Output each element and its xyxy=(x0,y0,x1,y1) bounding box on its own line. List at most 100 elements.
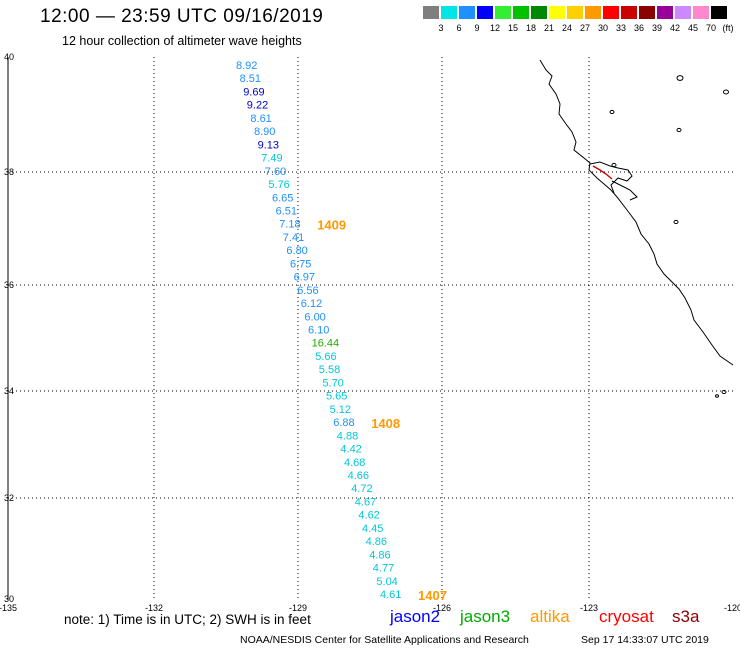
legend-swatch xyxy=(585,6,602,19)
legend-tick-label: 33 xyxy=(615,23,626,33)
wave-height-value: 5.12 xyxy=(330,404,351,416)
wave-height-value: 9.69 xyxy=(243,86,264,98)
wave-height-value: 7.18 xyxy=(279,219,300,231)
legend-tick-label: 24 xyxy=(561,23,572,33)
legend-tick-label: 70 xyxy=(705,23,716,33)
wave-height-value: 4.66 xyxy=(348,470,369,482)
credit-text: NOAA/NESDIS Center for Satellite Applica… xyxy=(240,634,529,646)
wave-height-value: 6.51 xyxy=(276,205,297,217)
satellite-label-jason3: jason3 xyxy=(460,607,511,626)
longitude-label: -132 xyxy=(145,603,163,613)
pass-time-label: 1407 xyxy=(418,588,447,603)
legend-tick-label: 27 xyxy=(579,23,590,33)
wave-height-value: 4.72 xyxy=(351,483,372,495)
longitude-label: -123 xyxy=(580,603,598,613)
legend-swatch xyxy=(711,6,728,19)
wave-height-value: 4.45 xyxy=(362,523,383,535)
legend-swatch xyxy=(477,6,494,19)
legend-swatch xyxy=(513,6,530,19)
satellite-label-jason2: jason2 xyxy=(390,607,441,626)
wave-height-value: 16.44 xyxy=(312,338,340,350)
longitude-label: -126 xyxy=(433,603,451,613)
coastline xyxy=(539,59,734,366)
map-title: 12:00 — 23:59 UTC 09/16/2019 xyxy=(40,6,324,27)
island-outline xyxy=(609,109,615,115)
wave-height-value: 6.00 xyxy=(304,311,325,323)
legend-swatch xyxy=(567,6,584,19)
legend-swatch xyxy=(531,6,548,19)
latitude-label: 36 xyxy=(4,280,14,290)
wave-height-value: 6.88 xyxy=(333,417,354,429)
wave-height-value: 6.75 xyxy=(290,258,311,270)
legend-tick-label: 3 xyxy=(438,23,444,33)
wave-height-value: 5.66 xyxy=(315,351,336,363)
coastline-highlight xyxy=(592,165,613,180)
legend-tick-label: 36 xyxy=(633,23,644,33)
legend-unit: (ft) xyxy=(722,23,734,33)
wave-height-value: 9.13 xyxy=(258,139,279,151)
latitude-label: 40 xyxy=(4,52,14,62)
satellite-label-cryosat: cryosat xyxy=(599,607,654,626)
island-outline xyxy=(723,89,729,95)
legend-swatch xyxy=(441,6,458,19)
legend-swatch xyxy=(639,6,656,19)
island-outline xyxy=(611,162,617,168)
wave-height-value: 6.80 xyxy=(286,245,307,257)
wave-height-value: 5.76 xyxy=(268,179,289,191)
map-subtitle: 12 hour collection of altimeter wave hei… xyxy=(62,34,302,48)
satellite-label-altika: altika xyxy=(530,607,570,626)
legend-tick-label: 6 xyxy=(456,23,462,33)
longitude-label: -120 xyxy=(724,603,740,613)
wave-height-value: 8.92 xyxy=(236,60,257,72)
wave-height-value: 5.65 xyxy=(326,391,347,403)
latitude-label: 34 xyxy=(4,386,14,396)
legend-swatch xyxy=(549,6,566,19)
wave-height-value: 4.61 xyxy=(380,589,401,601)
wave-height-value: 8.61 xyxy=(250,113,271,125)
latitude-label: 32 xyxy=(4,493,14,503)
pass-time-label: 1409 xyxy=(317,218,346,233)
wave-height-value: 4.86 xyxy=(369,549,390,561)
island-outline xyxy=(676,127,682,133)
wave-height-value: 4.77 xyxy=(373,563,394,575)
legend-swatch xyxy=(603,6,620,19)
wave-height-value: 7.60 xyxy=(265,166,286,178)
wave-height-value: 9.22 xyxy=(247,100,268,112)
legend-tick-label: 21 xyxy=(543,23,554,33)
legend-tick-label: 15 xyxy=(507,23,518,33)
legend-tick-label: 9 xyxy=(474,23,480,33)
wave-height-value: 4.62 xyxy=(358,510,379,522)
legend-tick-label: 39 xyxy=(651,23,662,33)
wave-height-value: 6.10 xyxy=(308,325,329,337)
timestamp-text: Sep 17 14:33:07 UTC 2019 xyxy=(581,634,709,646)
wave-height-value: 4.67 xyxy=(355,496,376,508)
wave-height-value: 4.68 xyxy=(344,457,365,469)
legend-swatch xyxy=(675,6,692,19)
wave-height-value: 5.04 xyxy=(376,576,397,588)
latitude-label: 38 xyxy=(4,167,14,177)
legend-swatch xyxy=(459,6,476,19)
legend-tick-label: 18 xyxy=(525,23,536,33)
wave-height-value: 4.88 xyxy=(337,430,358,442)
longitude-label: -135 xyxy=(0,603,17,613)
legend-tick-label: 42 xyxy=(669,23,680,33)
wave-height-value: 7.41 xyxy=(283,232,304,244)
wave-height-value: 5.70 xyxy=(322,377,343,389)
satellite-label-s3a: s3a xyxy=(672,607,700,626)
bay-inner xyxy=(611,180,638,201)
pass-time-label: 1408 xyxy=(371,416,400,431)
island-outline xyxy=(721,389,727,395)
longitude-label: -129 xyxy=(289,603,307,613)
bay-outline xyxy=(589,161,633,194)
legend-tick-label: 12 xyxy=(489,23,500,33)
wave-height-value: 4.86 xyxy=(366,536,387,548)
wave-height-value: 6.56 xyxy=(297,285,318,297)
wave-height-value: 6.97 xyxy=(294,272,315,284)
wave-height-value: 6.12 xyxy=(301,298,322,310)
legend-swatch xyxy=(423,6,440,19)
legend-swatch xyxy=(657,6,674,19)
legend-swatch xyxy=(495,6,512,19)
wave-height-value: 7.49 xyxy=(261,153,282,165)
footer-note: note: 1) Time is in UTC; 2) SWH is in fe… xyxy=(64,612,311,627)
